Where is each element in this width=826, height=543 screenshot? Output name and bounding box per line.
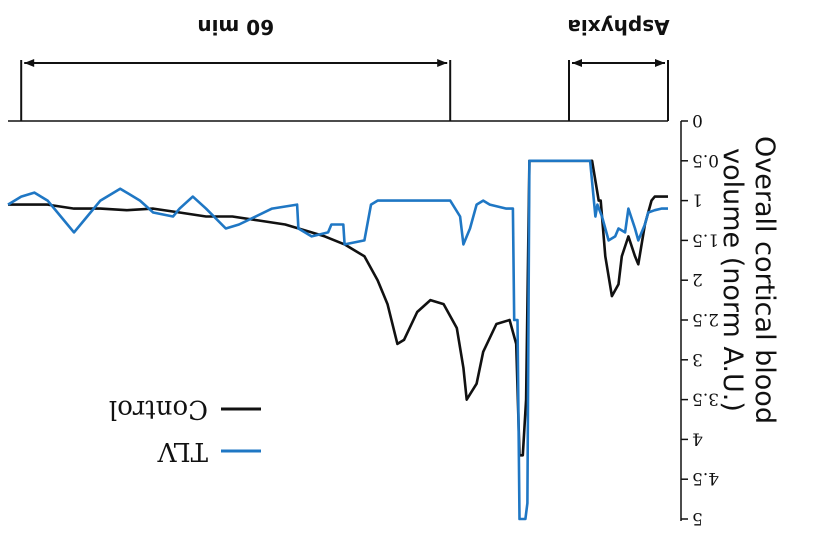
y-tick-label: 3.5 <box>692 389 719 409</box>
y-tick-label: 1.5 <box>692 229 719 249</box>
legend-label-tlv: TLV <box>156 436 208 466</box>
arrow-head <box>24 59 35 67</box>
legend-label-control: Control <box>109 394 208 424</box>
series-line-tlv <box>7 159 668 521</box>
period-markers: Asphyxia 60 min <box>8 15 670 122</box>
y-tick-label: 3 <box>692 349 703 369</box>
y-tick-label: 2.5 <box>692 309 719 329</box>
legend: TLV Control <box>109 394 261 466</box>
arrow-head <box>572 59 582 67</box>
arrow-head <box>437 59 448 67</box>
y-axis-title-text: Overall cortical bloodvolume (norm A.U.) <box>717 136 780 424</box>
y-tick-label: 0 <box>692 110 703 130</box>
y-axis: 0 0.5 1 1.5 2 2.5 3 3.5 4 4.5 5 <box>680 110 719 528</box>
y-axis-title: Overall cortical bloodvolume (norm A.U.) <box>717 136 780 424</box>
y-tick-label: 4 <box>692 428 703 448</box>
y-tick-label: 0.5 <box>692 150 719 170</box>
period-label: 60 min <box>197 15 274 39</box>
series-lines <box>7 159 668 521</box>
arrow-head <box>655 59 665 67</box>
y-tick-label: 1 <box>692 190 703 210</box>
y-tick-label: 4.5 <box>692 468 719 488</box>
y-tick-label: 5 <box>692 508 703 528</box>
y-tick-label: 2 <box>692 269 703 289</box>
series-line-control <box>8 159 668 457</box>
period-label: Asphyxia <box>567 15 669 39</box>
